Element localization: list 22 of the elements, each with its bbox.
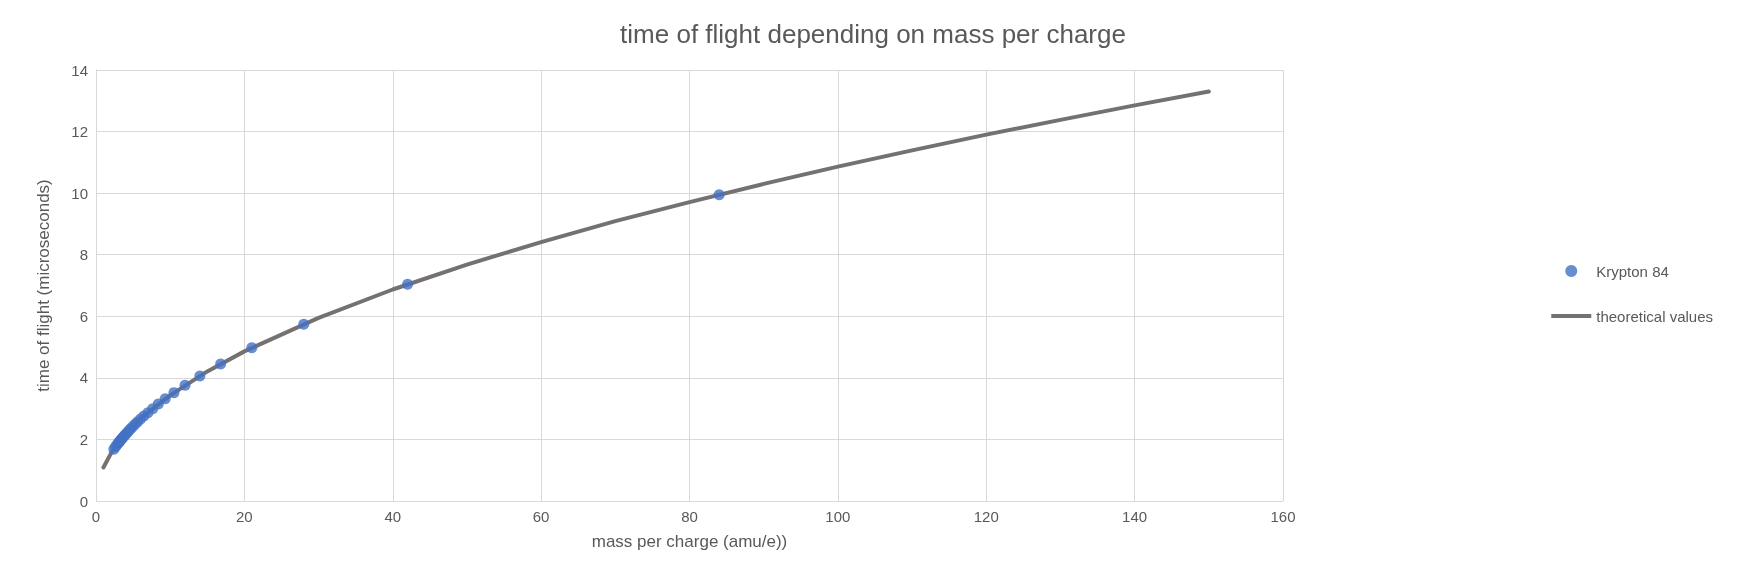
x-tick-label: 0 [91, 508, 101, 525]
chart-title: time of flight depending on mass per charge [620, 19, 1126, 49]
x-tick-label: 60 [532, 508, 550, 525]
y-tick-label: 12 [71, 123, 88, 141]
y-tick-label: 8 [79, 246, 88, 264]
x-tick-label: 160 [1270, 508, 1296, 525]
x-tick-label: 80 [681, 508, 698, 525]
x-tick-label: 20 [236, 508, 253, 525]
x-tick-label: 100 [825, 508, 851, 525]
y-tick-label: 6 [79, 307, 88, 325]
legend-label: Krypton 84 [1596, 262, 1669, 280]
x-tick-label: 120 [973, 508, 999, 525]
x-axis-title: mass per charge (amu/e)) [591, 532, 788, 551]
y-tick-label: 14 [71, 61, 88, 79]
x-tick-label: 140 [1122, 508, 1148, 525]
x-tick-label: 40 [384, 508, 402, 525]
y-axis-title: time of flight (microseconds) [34, 179, 53, 392]
legend-label: theoretical values [1596, 307, 1713, 325]
y-tick-label: 0 [79, 492, 88, 510]
y-tick-label: 2 [79, 430, 88, 448]
y-tick-label: 4 [79, 369, 88, 387]
y-tick-label: 10 [71, 184, 88, 202]
